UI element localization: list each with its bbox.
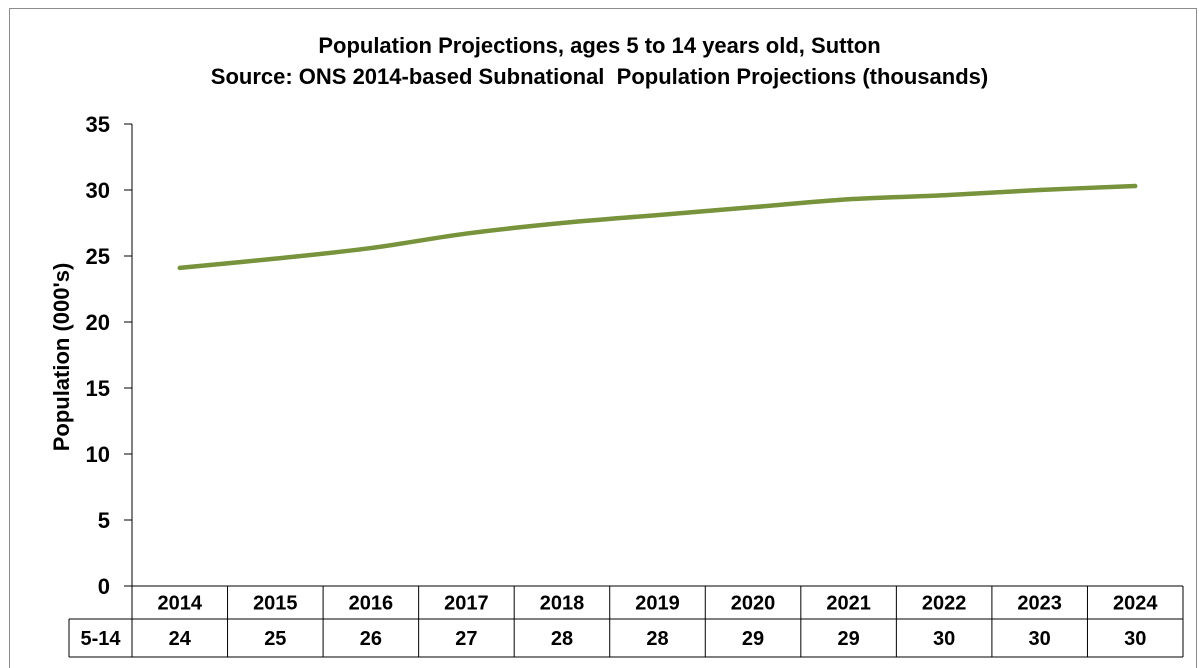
y-tick-label: 0 [98, 574, 110, 599]
x-tick-label: 2014 [158, 593, 203, 615]
table-value-cell: 25 [264, 628, 286, 650]
x-tick-label: 2020 [731, 593, 776, 615]
y-tick-label: 30 [86, 178, 110, 203]
series-line-5-14 [177, 183, 1138, 271]
table-value-cell: 28 [646, 628, 668, 650]
x-tick-label: 2015 [253, 593, 298, 615]
table-value-cell: 30 [933, 628, 955, 650]
y-tick-label: 20 [86, 310, 110, 335]
table-value-cell: 26 [360, 628, 382, 650]
x-tick-label: 2024 [1113, 593, 1158, 615]
y-tick-label: 35 [86, 112, 110, 137]
chart-frame [9, 8, 1197, 668]
y-tick-label: 15 [86, 376, 110, 401]
x-tick-label: 2022 [922, 593, 967, 615]
chart-title: Population Projections, ages 5 to 14 yea… [318, 33, 881, 58]
table-value-cell: 30 [1124, 628, 1146, 650]
table-value-cell: 29 [742, 628, 764, 650]
x-tick-label: 2017 [444, 593, 489, 615]
y-axis: 0 5 10 15 20 25 30 35 [86, 112, 133, 599]
y-tick-label: 10 [86, 442, 110, 467]
x-tick-label: 2023 [1017, 593, 1062, 615]
table-value-cell: 28 [551, 628, 573, 650]
table-value-cell: 30 [1029, 628, 1051, 650]
series-lines [177, 183, 1138, 271]
series-name-cell: 5-14 [80, 628, 121, 650]
table-value-cell: 29 [837, 628, 859, 650]
data-table: 2014 2015 2016 2017 2018 2019 2020 2021 2022 2023… [68, 585, 1184, 658]
x-tick-label: 2018 [540, 593, 585, 615]
x-tick-label: 2021 [826, 593, 871, 615]
table-value-cell: 27 [455, 628, 477, 650]
y-tick-label: 25 [86, 244, 110, 269]
chart-subtitle: Source: ONS 2014-based Subnational Popul… [210, 64, 989, 89]
x-tick-label: 2019 [635, 593, 680, 615]
x-tick-label: 2016 [349, 593, 394, 615]
table-value-cell: 24 [169, 628, 192, 650]
y-tick-label: 5 [98, 508, 110, 533]
